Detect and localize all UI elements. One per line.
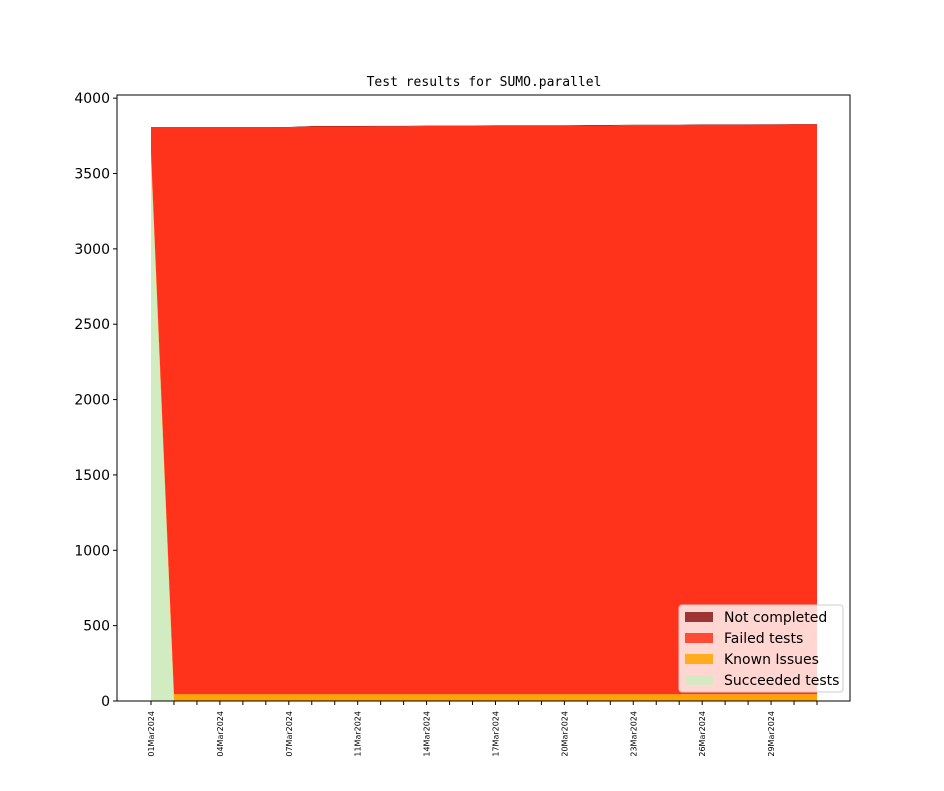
y-tick-label: 3500 <box>74 167 110 183</box>
legend-label: Failed tests <box>724 631 803 647</box>
legend-label: Succeeded tests <box>724 673 839 689</box>
x-tick-label: 11Mar2024 <box>354 711 363 757</box>
x-tick-label: 07Mar2024 <box>285 711 294 757</box>
legend: Not completed Failed tests Known Issues Suc… <box>678 604 844 693</box>
y-tick-label: 1500 <box>74 468 110 484</box>
x-tick-label: 23Mar2024 <box>629 711 638 757</box>
x-tick-label: 01Mar2024 <box>147 711 156 757</box>
chart-title: Test results for SUMO.parallel <box>367 75 602 90</box>
x-tick-label: 17Mar2024 <box>491 711 500 757</box>
area <box>151 124 817 695</box>
y-tick-label: 4000 <box>74 91 110 107</box>
y-tick-label: 1000 <box>74 543 110 559</box>
legend-swatch <box>685 675 713 685</box>
y-tick-label: 2500 <box>74 317 110 333</box>
legend-box <box>678 604 844 693</box>
x-tick-label: 04Mar2024 <box>216 711 225 757</box>
plot-frame <box>116 94 851 702</box>
area <box>151 124 817 128</box>
legend-label: Not completed <box>724 610 827 626</box>
y-tick-label: 0 <box>101 694 110 710</box>
y-tick-label: 3000 <box>74 242 110 258</box>
x-tick-label: 14Mar2024 <box>423 711 432 757</box>
y-tick-label: 500 <box>83 619 110 635</box>
legend-swatch <box>685 654 713 664</box>
legend-swatch <box>685 612 713 622</box>
y-tick-label: 2000 <box>74 393 110 409</box>
x-tick-label: 26Mar2024 <box>698 711 707 757</box>
legend-label: Known Issues <box>724 652 819 668</box>
x-tick-label: 20Mar2024 <box>560 711 569 757</box>
x-tick-label: 29Mar2024 <box>767 711 776 757</box>
legend-swatch <box>685 633 713 643</box>
